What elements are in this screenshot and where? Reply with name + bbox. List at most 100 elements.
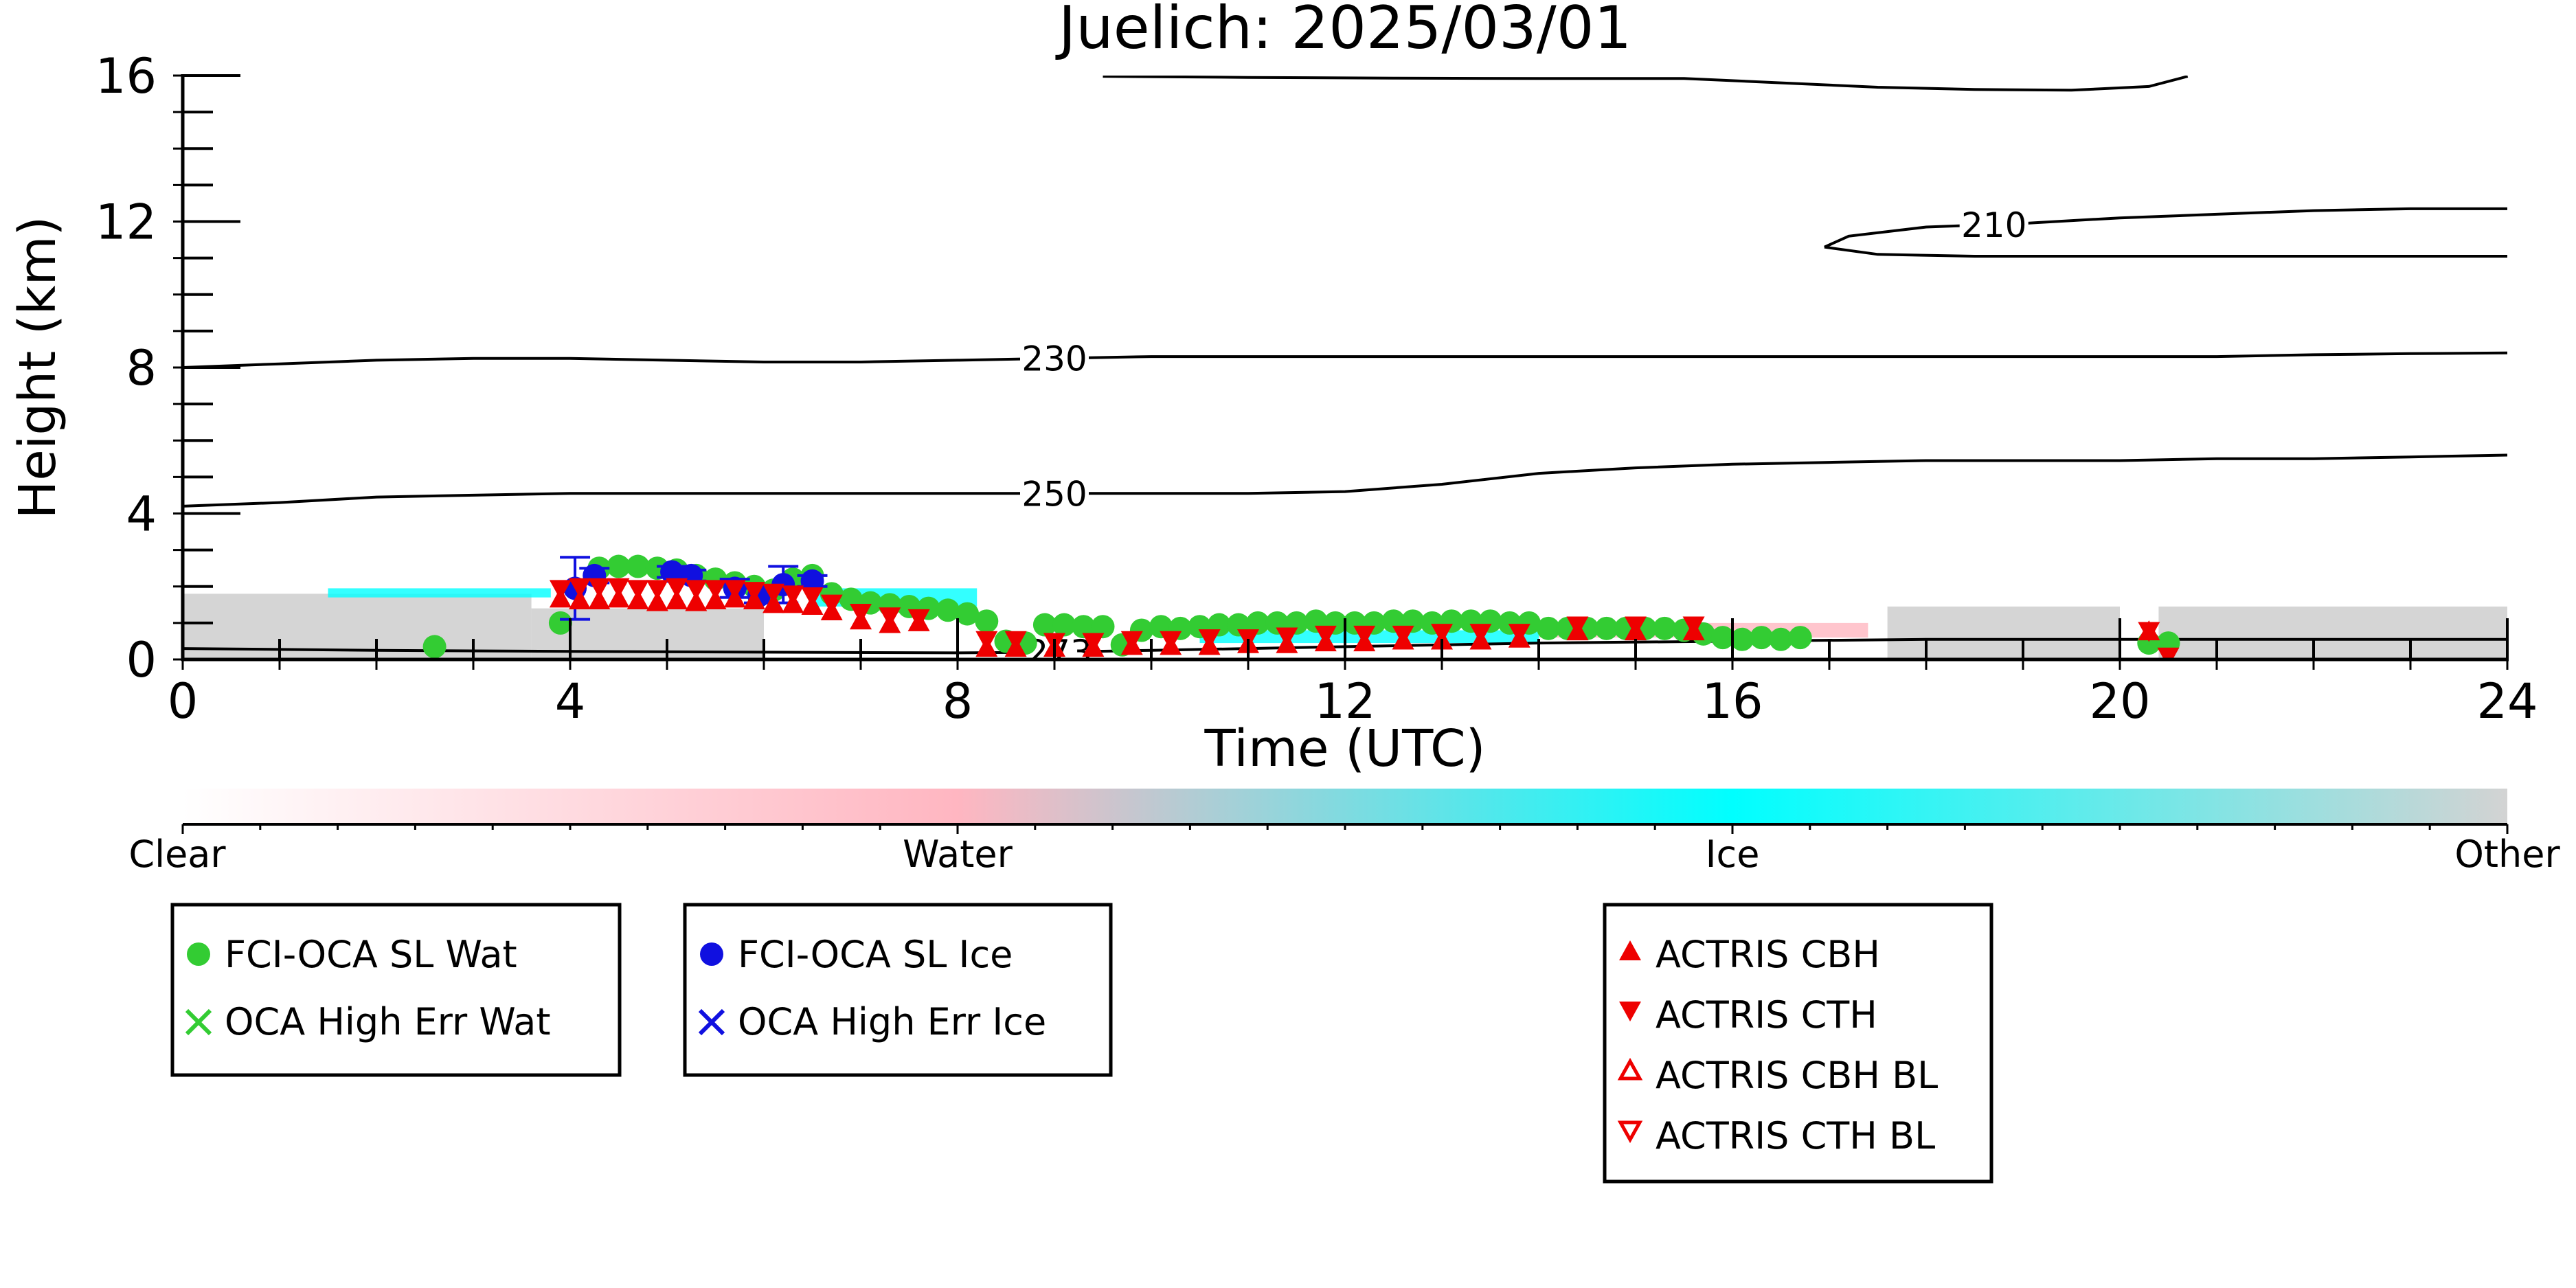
data-point-triangle-down (1160, 631, 1182, 651)
x-tick-label: 24 (2476, 673, 2538, 730)
x-tick-label: 8 (942, 673, 973, 730)
data-point-triangle-down (626, 580, 649, 600)
x-tick-label: 20 (2089, 673, 2150, 730)
data-point-circle (548, 611, 572, 635)
data-point-circle (626, 554, 650, 578)
data-series (422, 554, 2180, 659)
data-point-triangle-down (723, 580, 746, 600)
legend-box (1603, 903, 1993, 1184)
axes (181, 74, 2509, 662)
data-point-triangle-down (743, 582, 765, 602)
legend-label: FCI-OCA SL Ice (738, 933, 1013, 976)
data-point-triangle-down (1004, 631, 1027, 651)
data-point-triangle-down (762, 583, 785, 604)
data-point-triangle-down (569, 578, 591, 598)
data-point-circle (1750, 626, 1774, 650)
data-point-circle (1032, 613, 1057, 637)
data-point-triangle-up (569, 589, 591, 609)
contour-line (1824, 207, 2507, 249)
legend-fci-water: FCI-OCA SL Wat OCA High Err Wat (170, 903, 622, 1077)
y-tick-label: 0 (126, 632, 157, 688)
data-point-triangle-down (2157, 647, 2180, 659)
colorbar-ticks (181, 824, 2509, 834)
data-point-circle (936, 598, 960, 622)
cloud-class-region-other (1887, 606, 2120, 659)
data-point-triangle-down (607, 578, 630, 598)
data-point-circle (607, 554, 631, 578)
legend-label: OCA High Err Wat (225, 1000, 551, 1043)
data-point-triangle-down (975, 631, 998, 651)
y-tick-label: 16 (95, 48, 157, 104)
data-point-triangle-down (1198, 629, 1221, 650)
data-point-triangle-down (2138, 622, 2160, 642)
legend-label: ACTRIS CBH (1656, 933, 1880, 976)
legend-marker-x-blue (698, 1008, 725, 1036)
y-axis-label: Height (km) (8, 216, 67, 519)
data-point-triangle-up (646, 591, 668, 611)
data-point-triangle-down (549, 580, 572, 600)
chart-title: Juelich: 2025/03/01 (1055, 0, 1631, 63)
y-ticks: 0 4 8 12 16 (95, 48, 240, 688)
data-point-triangle-down (1314, 625, 1337, 646)
data-point-triangle-down (588, 578, 611, 598)
data-point-triangle-down (1566, 616, 1589, 637)
data-point-circle (660, 560, 684, 584)
legend-actris: ACTRIS CBH ACTRIS CTH ACTRIS CBH BL ACTR… (1603, 903, 1993, 1184)
colorbar: Clear Water Ice Other (128, 789, 2560, 876)
data-point-triangle-down (1120, 631, 1143, 651)
y-tick-label: 4 (126, 486, 157, 543)
data-point-triangle-down (1353, 625, 1376, 646)
data-point-triangle-down (1276, 627, 1298, 648)
contour-label: 230 (1021, 339, 1087, 379)
cloud-class-region-ice (328, 588, 551, 598)
data-point-triangle-up (588, 589, 611, 609)
data-point-triangle-down (685, 580, 708, 600)
data-point-triangle-down (879, 607, 901, 628)
data-point-circle (1537, 616, 1561, 640)
contour-line (183, 453, 2507, 508)
legend-box (683, 903, 1113, 1077)
data-point-circle (975, 609, 999, 633)
data-point-circle (1769, 627, 1793, 651)
legend-label: OCA High Err Ice (738, 1000, 1046, 1043)
data-point-triangle-down (907, 609, 930, 629)
contour-label-bg (1959, 205, 2029, 244)
data-point-triangle-down (1431, 624, 1453, 644)
legend-label: ACTRIS CBH BL (1656, 1054, 1938, 1097)
data-point-circle (800, 569, 824, 593)
legend-marker-triangle-down-open (1617, 1120, 1643, 1144)
data-point-triangle-down (646, 580, 668, 600)
colorbar-label-ice: Ice (1706, 833, 1760, 876)
contour-line (183, 351, 2507, 369)
contour-label: 210 (1961, 205, 2026, 245)
data-point-triangle-down (1082, 633, 1105, 653)
contour-label: 250 (1021, 474, 1087, 514)
data-point-circle (422, 635, 447, 659)
data-point-triangle-up (685, 591, 708, 611)
legend-label: FCI-OCA SL Wat (225, 933, 517, 976)
colorbar-label-clear: Clear (128, 833, 226, 876)
data-point-triangle-down (1625, 616, 1647, 637)
legend-marker-triangle-up (1619, 940, 1641, 960)
data-point-triangle-up (666, 589, 688, 609)
colorbar-gradient (183, 789, 2507, 824)
legend-fci-ice: FCI-OCA SL Ice OCA High Err Ice (683, 903, 1113, 1077)
colorbar-label-water: Water (903, 833, 1013, 876)
data-point-circle (1730, 627, 1754, 651)
contour-label-bg (1020, 339, 1089, 378)
colorbar-label-other: Other (2454, 833, 2560, 876)
legend-marker-circle-blue (700, 942, 723, 966)
cloud-class-region-other (2158, 606, 2507, 659)
x-tick-label: 4 (555, 673, 586, 730)
legend-marker-x-green (185, 1008, 212, 1036)
data-point-triangle-down (666, 578, 688, 598)
x-tick-label: 16 (1702, 673, 1763, 730)
data-point-triangle-down (704, 580, 727, 600)
x-tick-label: 12 (1314, 673, 1375, 730)
data-point-triangle-down (820, 594, 843, 615)
legend-box (170, 903, 622, 1077)
x-tick-label: 0 (168, 673, 199, 730)
data-point-circle (1594, 616, 1618, 640)
data-point-triangle-down (1469, 624, 1492, 644)
